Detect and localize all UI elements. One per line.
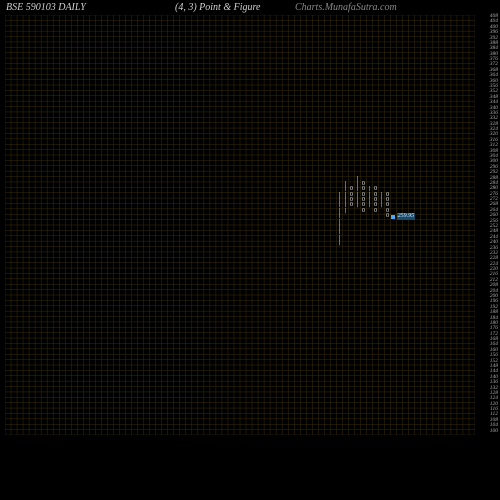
y-tick-label: 100 [476, 429, 498, 435]
y-axis-labels: 4084044003963923883843803763723683643603… [476, 15, 498, 435]
watermark-text: Charts.MunafaSutra.com [295, 2, 397, 13]
chart-type-label: (4, 3) Point & Figure [175, 2, 260, 13]
symbol-title: BSE 590103 DAILY [6, 2, 86, 13]
pnf-marks-layer: ||||||||||||||||OOOO||||||OOOOOO||||OOOO… [5, 15, 475, 435]
current-price-label: 259.95 [397, 213, 416, 220]
chart-root: BSE 590103 DAILY (4, 3) Point & Figure C… [0, 0, 500, 500]
pnf-x-mark: | [336, 241, 342, 246]
price-marker-icon [391, 215, 395, 219]
pnf-o-mark: O [373, 209, 379, 214]
pnf-x-mark: | [342, 209, 348, 214]
pnf-o-mark: O [361, 209, 367, 214]
